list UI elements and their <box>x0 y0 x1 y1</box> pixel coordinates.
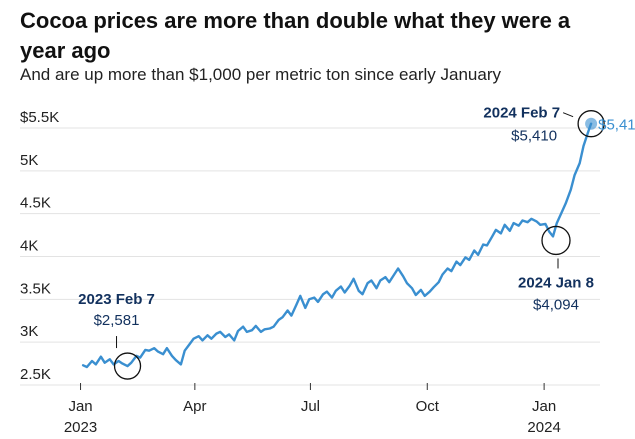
price-series-line <box>81 122 593 369</box>
annotation-circle <box>541 225 571 256</box>
annotation-value-label: $2,581 <box>94 312 140 329</box>
annotation-circle <box>113 352 142 380</box>
x-tick-label: Jan <box>68 398 92 415</box>
grid-lines <box>20 127 600 386</box>
y-axis-ticks: 2.5K 3K 3.5K 4K 4.5K 5K $5.5K <box>20 109 59 383</box>
end-value-label: $5,410 <box>598 117 635 134</box>
end-point-dot <box>585 117 598 130</box>
annotation-date-label: 2024 Jan 8 <box>518 274 594 291</box>
series-layer <box>81 122 593 369</box>
x-tick-label: Oct <box>416 398 440 415</box>
y-tick-label: 3.5K <box>20 280 51 297</box>
y-tick-label: 2.5K <box>20 366 51 383</box>
y-tick-label: 4.5K <box>20 195 51 212</box>
y-tick-label: 4K <box>20 238 38 255</box>
annotation-connector <box>562 112 574 118</box>
x-tick-year-label: 2024 <box>527 419 560 436</box>
y-tick-label: 5K <box>20 152 38 169</box>
chart-title: Cocoa prices are more than double what t… <box>20 8 571 63</box>
x-tick-label: Apr <box>183 398 206 415</box>
annotation-value-label: $4,094 <box>533 296 579 313</box>
y-tick-label: $5.5K <box>20 109 59 126</box>
x-tick-label: Jul <box>301 398 320 415</box>
x-axis-ticks: Jan 2023 Apr Jul Oct Jan 2024 <box>64 383 561 436</box>
chart-subtitle: And are up more than $1,000 per metric t… <box>20 65 501 84</box>
annotation-date-label: 2024 Feb 7 <box>483 105 560 122</box>
annotation-date-label: 2023 Feb 7 <box>78 291 155 308</box>
y-tick-label: 3K <box>20 323 38 340</box>
annotation-circle <box>577 110 605 138</box>
annotations: 2023 Feb 7 $2,581 2024 Jan 8 $4,094 2024 Feb… <box>78 105 635 380</box>
x-tick-label: Jan <box>532 398 556 415</box>
annotation-value-label: $5,410 <box>511 128 557 145</box>
x-tick-year-label: 2023 <box>64 419 97 436</box>
